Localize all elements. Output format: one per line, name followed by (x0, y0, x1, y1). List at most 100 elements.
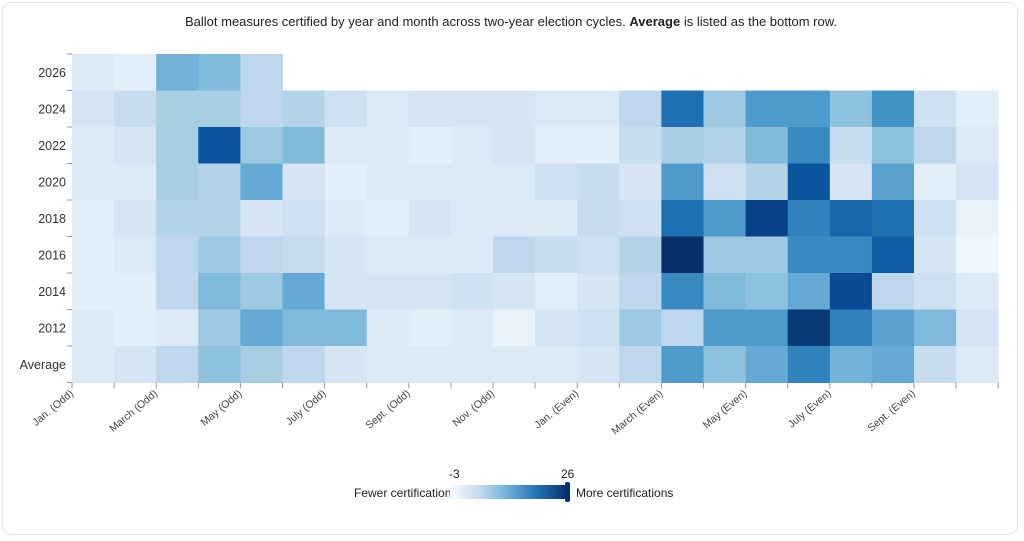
heatmap-cell[interactable] (366, 127, 410, 164)
heatmap-cell[interactable] (282, 273, 326, 310)
heatmap-cell[interactable] (240, 90, 283, 128)
heatmap-cell[interactable] (156, 346, 199, 383)
heatmap-cell[interactable] (450, 309, 494, 347)
heatmap-cell[interactable] (114, 309, 157, 347)
heatmap-cell[interactable] (450, 163, 494, 201)
heatmap-cell[interactable] (871, 163, 915, 201)
heatmap-cell[interactable] (366, 309, 410, 347)
heatmap-cell[interactable] (703, 200, 747, 237)
heatmap-cell[interactable] (914, 309, 957, 347)
heatmap-cell[interactable] (408, 236, 452, 274)
heatmap-cell[interactable] (703, 90, 747, 128)
heatmap-cell[interactable] (829, 200, 873, 237)
heatmap-cell[interactable] (114, 273, 157, 310)
heatmap-cell[interactable] (829, 236, 873, 274)
heatmap-cell[interactable] (72, 309, 115, 347)
heatmap-cell[interactable] (366, 346, 410, 383)
heatmap-cell[interactable] (366, 273, 410, 310)
heatmap-cell[interactable] (914, 200, 957, 237)
heatmap-cell[interactable] (240, 163, 283, 201)
heatmap-cell[interactable] (240, 200, 283, 237)
heatmap-cell[interactable] (914, 163, 957, 201)
heatmap-cell[interactable] (871, 273, 915, 310)
heatmap-cell[interactable] (829, 309, 873, 347)
heatmap-cell[interactable] (114, 163, 157, 201)
heatmap-cell[interactable] (787, 90, 831, 128)
heatmap-cell[interactable] (535, 200, 578, 237)
heatmap-cell[interactable] (408, 346, 452, 383)
heatmap-cell[interactable] (956, 346, 999, 383)
heatmap-cell[interactable] (366, 200, 410, 237)
heatmap-cell[interactable] (450, 346, 494, 383)
heatmap-cell[interactable] (871, 90, 915, 128)
heatmap-cell[interactable] (871, 346, 915, 383)
heatmap-cell[interactable] (156, 200, 199, 237)
heatmap-cell[interactable] (156, 54, 199, 91)
heatmap-cell[interactable] (72, 200, 115, 237)
heatmap-cell[interactable] (156, 236, 199, 274)
heatmap-cell[interactable] (703, 236, 747, 274)
heatmap-cell[interactable] (493, 90, 536, 128)
heatmap-cell[interactable] (577, 90, 620, 128)
heatmap-cell[interactable] (619, 127, 662, 164)
heatmap-cell[interactable] (661, 90, 704, 128)
heatmap-cell[interactable] (829, 127, 873, 164)
heatmap-cell[interactable] (72, 127, 115, 164)
heatmap-cell[interactable] (114, 346, 157, 383)
heatmap-cell[interactable] (871, 127, 915, 164)
heatmap-cell[interactable] (661, 236, 704, 274)
heatmap-cell[interactable] (324, 346, 368, 383)
heatmap-cell[interactable] (577, 127, 620, 164)
heatmap-cell[interactable] (745, 90, 789, 128)
heatmap-cell[interactable] (114, 127, 157, 164)
heatmap-cell[interactable] (156, 90, 199, 128)
heatmap-cell[interactable] (114, 236, 157, 274)
heatmap-cell[interactable] (535, 309, 578, 347)
heatmap-cell[interactable] (240, 309, 283, 347)
heatmap-cell[interactable] (324, 200, 368, 237)
heatmap-cell[interactable] (745, 346, 789, 383)
heatmap-cell[interactable] (156, 127, 199, 164)
heatmap-cell[interactable] (956, 309, 999, 347)
heatmap-cell[interactable] (324, 309, 368, 347)
heatmap-cell[interactable] (282, 346, 326, 383)
heatmap-cell[interactable] (745, 236, 789, 274)
heatmap-cell[interactable] (324, 90, 368, 128)
heatmap-cell[interactable] (493, 236, 536, 274)
heatmap-cell[interactable] (282, 200, 326, 237)
heatmap-cell[interactable] (72, 163, 115, 201)
heatmap-cell[interactable] (619, 163, 662, 201)
heatmap-cell[interactable] (914, 90, 957, 128)
color-legend[interactable] (450, 481, 575, 503)
heatmap-cell[interactable] (450, 236, 494, 274)
heatmap-cell[interactable] (956, 127, 999, 164)
heatmap-cell[interactable] (324, 163, 368, 201)
heatmap-cell[interactable] (745, 200, 789, 237)
heatmap-cell[interactable] (787, 163, 831, 201)
heatmap-cell[interactable] (703, 309, 747, 347)
heatmap-cell[interactable] (661, 127, 704, 164)
heatmap-cell[interactable] (72, 346, 115, 383)
heatmap-cell[interactable] (240, 127, 283, 164)
heatmap-cell[interactable] (408, 200, 452, 237)
heatmap-cell[interactable] (703, 127, 747, 164)
heatmap-cell[interactable] (745, 309, 789, 347)
heatmap-cell[interactable] (408, 127, 452, 164)
heatmap-cell[interactable] (661, 200, 704, 237)
heatmap-cell[interactable] (324, 273, 368, 310)
heatmap-cell[interactable] (450, 200, 494, 237)
heatmap-cell[interactable] (450, 273, 494, 310)
heatmap-cell[interactable] (198, 163, 241, 201)
heatmap-cell[interactable] (282, 309, 326, 347)
heatmap-cell[interactable] (366, 236, 410, 274)
heatmap-cell[interactable] (745, 127, 789, 164)
heatmap-cell[interactable] (408, 273, 452, 310)
heatmap-cell[interactable] (661, 309, 704, 347)
heatmap-cell[interactable] (619, 200, 662, 237)
heatmap-cell[interactable] (787, 346, 831, 383)
heatmap-cell[interactable] (703, 163, 747, 201)
heatmap-cell[interactable] (493, 127, 536, 164)
heatmap-cell[interactable] (450, 127, 494, 164)
heatmap-cell[interactable] (577, 200, 620, 237)
heatmap-cell[interactable] (282, 236, 326, 274)
